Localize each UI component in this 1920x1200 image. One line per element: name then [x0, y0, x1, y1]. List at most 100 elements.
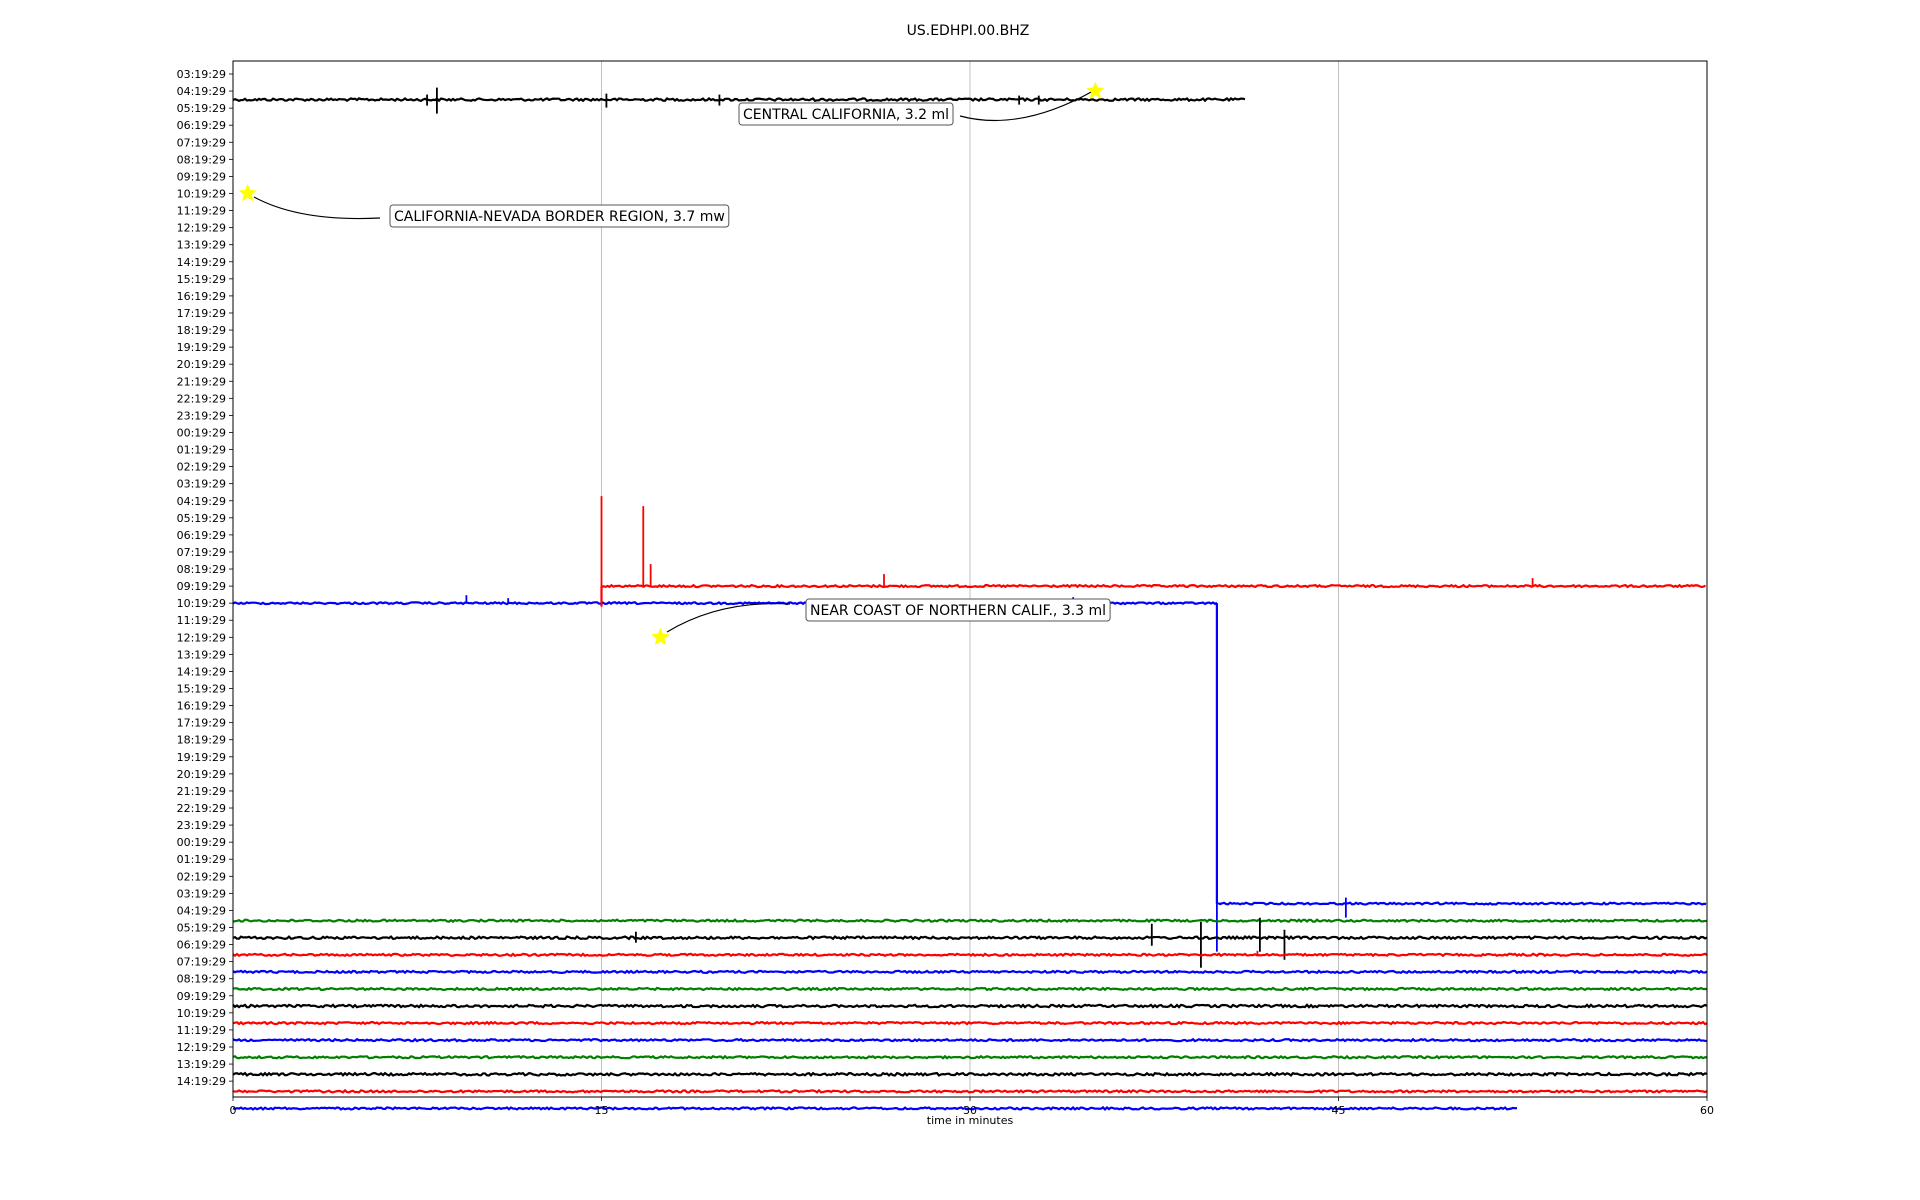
x-tick-label: 15 [595, 1104, 609, 1117]
y-tick-label: 19:19:29 [177, 341, 226, 354]
y-tick-label: 05:19:29 [177, 102, 226, 115]
trace-green [232, 986, 1708, 992]
y-tick-label: 08:19:29 [177, 563, 226, 576]
y-tick-label: 04:19:29 [177, 495, 226, 508]
y-tick-label: 01:19:29 [177, 444, 226, 457]
trace-black [232, 1003, 1708, 1009]
y-axis-ticks: 03:19:29 04:19:29 05:19:29 06:19:29 07:19:29… [177, 68, 233, 1088]
trace-black [232, 935, 1708, 941]
y-tick-label: 23:19:29 [177, 819, 226, 832]
y-tick-label: 04:19:29 [177, 904, 226, 917]
x-tick-label: 45 [1332, 1104, 1346, 1117]
y-tick-label: 22:19:29 [177, 802, 226, 815]
y-tick-label: 23:19:29 [177, 409, 226, 422]
y-tick-label: 16:19:29 [177, 290, 226, 303]
y-tick-label: 17:19:29 [177, 307, 226, 320]
y-tick-label: 00:19:29 [177, 426, 226, 439]
y-tick-label: 19:19:29 [177, 751, 226, 764]
trace-blue [1217, 901, 1707, 906]
y-tick-label: 18:19:29 [177, 734, 226, 747]
y-tick-label: 07:19:29 [177, 956, 226, 969]
y-tick-label: 21:19:29 [177, 785, 226, 798]
y-tick-label: 02:19:29 [177, 461, 226, 474]
annotation-box [738, 102, 954, 126]
trace-black [232, 97, 1246, 103]
trace-layer [232, 87, 1708, 1111]
y-tick-label: 11:19:29 [177, 1024, 226, 1037]
event-annotation: CENTRAL CALIFORNIA, 3.2 ml [738, 81, 1105, 126]
y-tick-label: 07:19:29 [177, 546, 226, 559]
y-tick-label: 02:19:29 [177, 870, 226, 883]
y-tick-label: 13:19:29 [177, 1058, 226, 1071]
trace-green [232, 918, 1708, 924]
annotation-leader [959, 90, 1094, 122]
annotation-label: CENTRAL CALIFORNIA, 3.2 ml [743, 107, 949, 123]
y-tick-label: 12:19:29 [177, 222, 226, 235]
annotation-leader [666, 602, 791, 633]
y-tick-label: 20:19:29 [177, 768, 226, 781]
y-tick-label: 08:19:29 [177, 973, 226, 986]
y-tick-label: 12:19:29 [177, 631, 226, 644]
event-annotation: CALIFORNIA-NEVADA BORDER REGION, 3.7 mw [238, 183, 730, 228]
y-tick-label: 18:19:29 [177, 324, 226, 337]
y-tick-label: 14:19:29 [177, 665, 226, 678]
y-tick-label: 10:19:29 [177, 187, 226, 200]
trace-blue [232, 969, 1708, 975]
y-tick-label: 06:19:29 [177, 529, 226, 542]
y-tick-label: 13:19:29 [177, 648, 226, 661]
chart-title: US.EDHPI.00.BHZ [907, 23, 1030, 39]
y-tick-label: 07:19:29 [177, 136, 226, 149]
y-tick-label: 08:19:29 [177, 153, 226, 166]
x-axis-ticks: 0 15 30 45 60 [230, 1097, 1714, 1117]
y-tick-label: 15:19:29 [177, 683, 226, 696]
annotation-box [389, 204, 730, 228]
x-tick-label: 60 [1700, 1104, 1714, 1117]
x-axis-title: time in minutes [927, 1114, 1014, 1127]
y-tick-label: 06:19:29 [177, 939, 226, 952]
y-tick-label: 09:19:29 [177, 170, 226, 183]
y-tick-label: 03:19:29 [177, 887, 226, 900]
annotation-box [805, 598, 1111, 622]
y-tick-label: 11:19:29 [177, 205, 226, 218]
y-tick-label: 05:19:29 [177, 922, 226, 935]
y-tick-label: 16:19:29 [177, 700, 226, 713]
y-tick-label: 11:19:29 [177, 614, 226, 627]
x-tick-label: 0 [230, 1104, 237, 1117]
trace-green [232, 1054, 1708, 1060]
trace-blue [232, 1105, 1518, 1111]
y-tick-label: 10:19:29 [177, 597, 226, 610]
y-tick-label: 00:19:29 [177, 836, 226, 849]
y-tick-label: 14:19:29 [177, 256, 226, 269]
y-tick-label: 09:19:29 [177, 580, 226, 593]
y-tick-label: 12:19:29 [177, 1041, 226, 1054]
y-tick-label: 06:19:29 [177, 119, 226, 132]
y-tick-label: 03:19:29 [177, 478, 226, 491]
y-tick-label: 09:19:29 [177, 990, 226, 1003]
event-star-icon [238, 183, 257, 202]
y-tick-label: 17:19:29 [177, 717, 226, 730]
y-tick-label: 13:19:29 [177, 239, 226, 252]
trace-red [601, 583, 1706, 589]
y-tick-label: 20:19:29 [177, 358, 226, 371]
trace-red [232, 1088, 1708, 1094]
trace-black [232, 1071, 1708, 1077]
y-tick-label: 22:19:29 [177, 392, 226, 405]
x-tick-label: 30 [963, 1104, 977, 1117]
annotation-label: NEAR COAST OF NORTHERN CALIF., 3.3 ml [810, 603, 1106, 619]
event-annotation: NEAR COAST OF NORTHERN CALIF., 3.3 ml [651, 598, 1111, 646]
y-tick-label: 01:19:29 [177, 853, 226, 866]
y-tick-label: 05:19:29 [177, 512, 226, 525]
trace-red [232, 952, 1708, 958]
y-tick-label: 04:19:29 [177, 85, 226, 98]
event-star-icon [651, 627, 670, 646]
y-tick-label: 15:19:29 [177, 273, 226, 286]
y-tick-label: 14:19:29 [177, 1075, 226, 1088]
y-tick-label: 10:19:29 [177, 1007, 226, 1020]
event-annotations: CENTRAL CALIFORNIA, 3.2 ml CALIFORNIA-NEV… [238, 81, 1111, 646]
annotation-label: CALIFORNIA-NEVADA BORDER REGION, 3.7 mw [394, 209, 725, 225]
y-tick-label: 21:19:29 [177, 375, 226, 388]
annotation-leader [253, 196, 381, 220]
y-tick-label: 03:19:29 [177, 68, 226, 81]
